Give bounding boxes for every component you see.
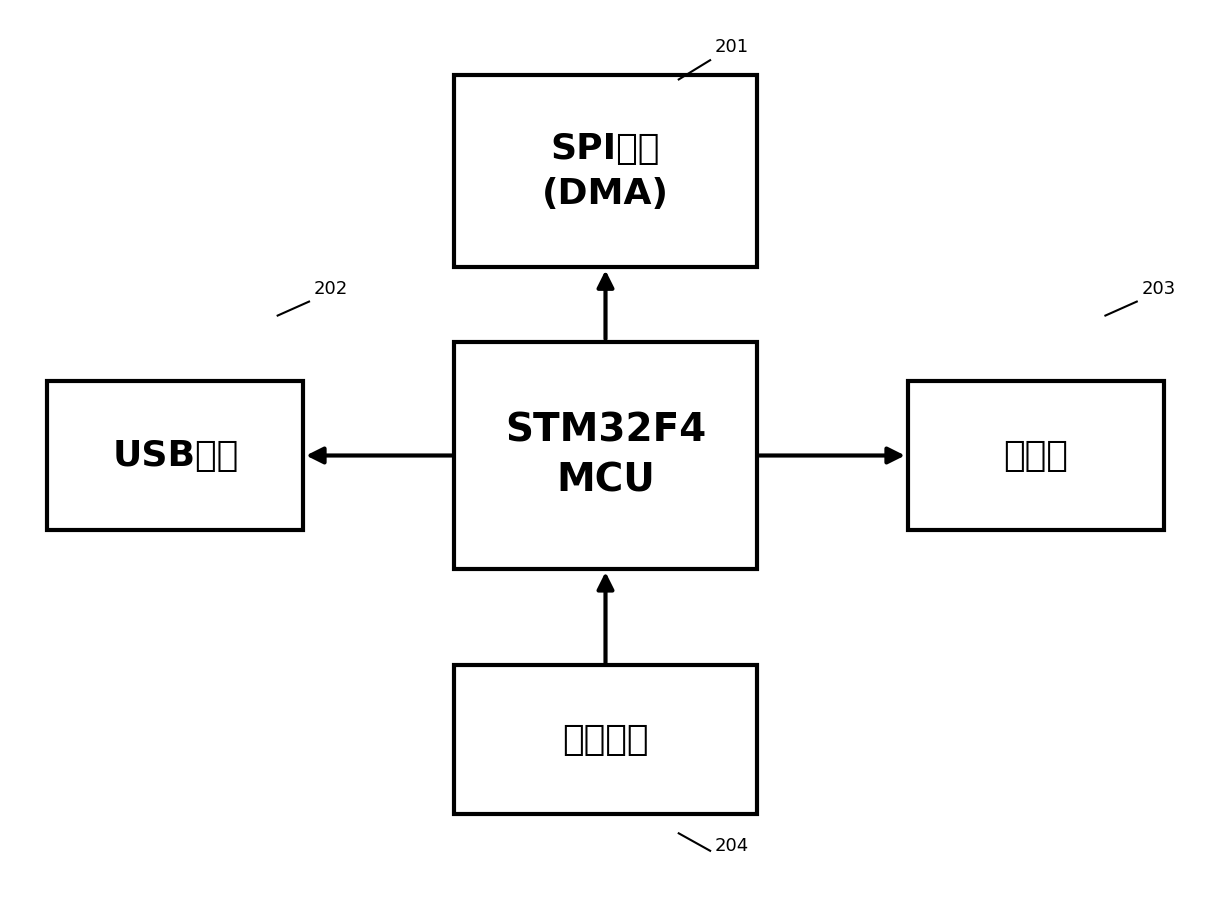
Text: 测试接口: 测试接口 (562, 722, 649, 757)
Text: 202: 202 (314, 280, 348, 298)
Text: 201: 201 (714, 38, 748, 56)
Text: 203: 203 (1142, 280, 1176, 298)
Bar (454, 75, 757, 268)
Bar (454, 342, 757, 569)
Bar (47, 381, 303, 530)
Bar (454, 665, 757, 814)
Text: 触摸屏: 触摸屏 (1003, 438, 1068, 473)
Text: SPI通信
(DMA): SPI通信 (DMA) (543, 132, 668, 210)
Text: 204: 204 (714, 837, 750, 855)
Text: STM32F4
MCU: STM32F4 MCU (505, 412, 706, 499)
Text: USB通信: USB通信 (113, 438, 239, 473)
Bar (908, 381, 1164, 530)
